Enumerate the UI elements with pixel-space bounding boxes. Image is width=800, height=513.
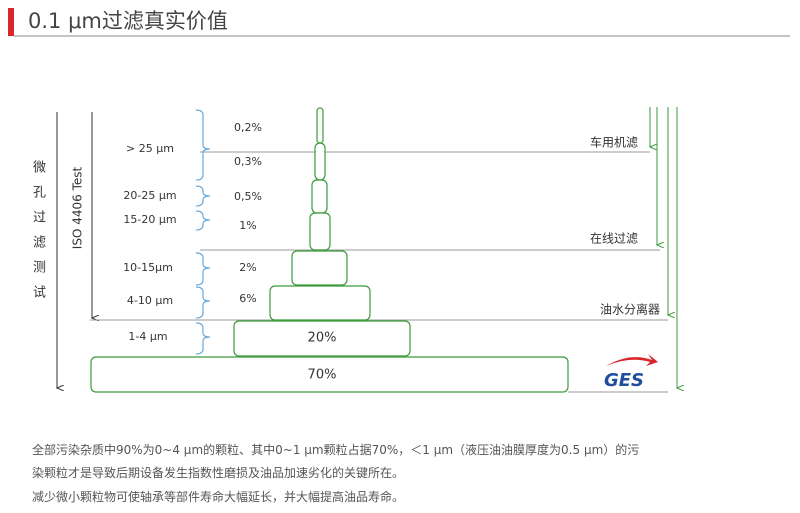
particle-box [269,285,371,321]
size-label: 10-15μm [123,261,173,274]
logo-swoosh [606,354,658,366]
particle-box [311,179,328,214]
brace [195,252,211,286]
brace [195,286,211,319]
size-label: 20-25 μm [123,189,176,202]
particle-box [314,142,326,181]
filter-label: 在线过滤 [590,232,638,246]
percent-label: 6% [239,292,256,305]
percent-label: 20% [308,331,337,346]
header-accent [8,8,14,36]
footer-line: 全部污染杂质中90%为0~4 μm的颗粒、其中0~1 μm颗粒占据70%，＜1 … [32,443,640,457]
percent-label: 0,3% [234,155,262,168]
diagram: 0.1 μm过滤真实价值 ISO 4406 Test 车用机滤 在线过滤 油水分… [8,8,790,393]
brace [195,185,211,207]
percent-label: 70% [308,368,337,383]
footer-line: 减少微小颗粒物可使轴承等部件寿命大幅延长，并大幅提高油品寿命。 [32,490,405,504]
brace [195,322,211,355]
iso-label: ISO 4406 Test [71,167,85,250]
filter-label: 车用机滤 [590,135,638,150]
size-label: 15-20 μm [123,213,176,226]
brace [195,109,211,181]
particle-box [90,356,569,393]
percent-label: 0,2% [234,121,262,134]
size-label: 1-4 μm [128,330,167,343]
percent-label: 0,5% [234,190,262,203]
particle-box [309,212,331,251]
logo: GES [604,370,644,391]
particle-box [233,320,411,357]
particle-box [316,107,324,144]
particle-box [291,250,348,286]
size-label: 4-10 μm [127,294,173,307]
brace [195,210,211,231]
side-label: 微孔过滤测试 [30,160,45,310]
percent-label: 1% [239,219,256,232]
size-label: > 25 μm [126,142,174,155]
percent-label: 2% [239,261,256,274]
filter-label: 油水分离器 [600,302,660,317]
page-title: 0.1 μm过滤真实价值 [28,9,228,33]
footer-line: 染颗粒才是导致后期设备发生指数性磨损及油品加速劣化的关键所在。 [32,466,405,480]
